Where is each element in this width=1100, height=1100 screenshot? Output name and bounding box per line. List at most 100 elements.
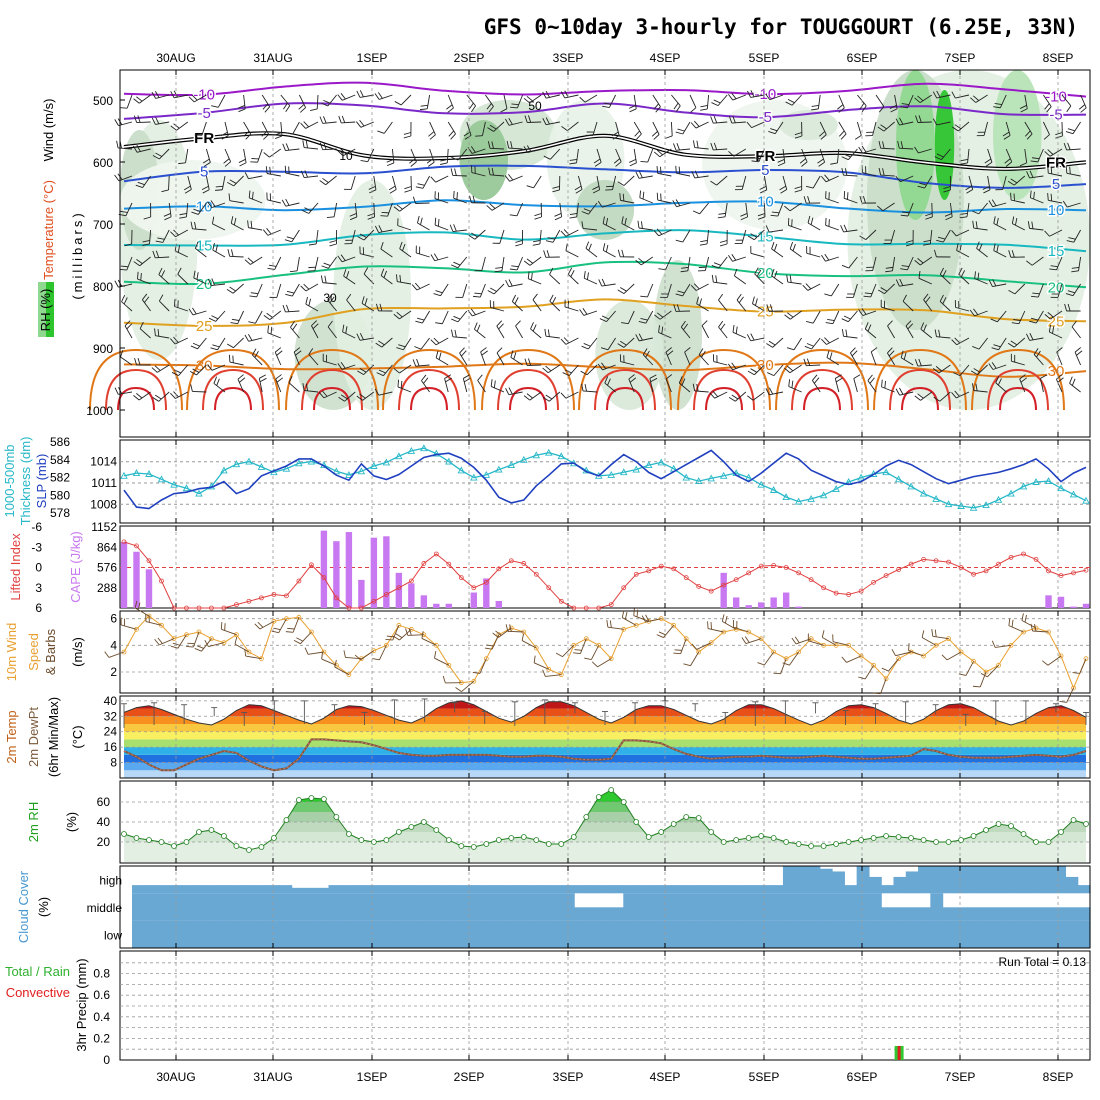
wind-barb [373, 175, 377, 190]
wind-barb-flag [471, 105, 476, 113]
wind-barb [831, 283, 840, 297]
wind-barb [1030, 197, 1044, 204]
cloud-low [1077, 920, 1091, 948]
wind-barb-flag [285, 105, 291, 113]
warm-cell [693, 368, 755, 411]
wind-barb [722, 620, 737, 630]
wind-barb-flag [683, 663, 691, 667]
wind-barb [435, 175, 449, 183]
wind-barb-flag [789, 241, 794, 250]
cloud-low [844, 920, 858, 948]
wind-barb [862, 148, 877, 154]
wind-barb [490, 307, 505, 312]
wind-barb-flag [377, 130, 385, 134]
warm-cell [105, 368, 167, 411]
wind-barb [968, 175, 974, 190]
lifted-index-marker [871, 579, 877, 585]
legend-wind: Wind (m/s) [41, 99, 56, 162]
wind-barb-flag [978, 243, 983, 251]
wind-barb [773, 364, 784, 376]
wind-barb-flag [445, 377, 452, 383]
wind-barb [565, 391, 579, 399]
wind-barb-flag [925, 213, 933, 217]
wind-barb-flag [359, 119, 365, 127]
wind-barb-flag [976, 241, 980, 249]
wind-barb-flag [811, 104, 819, 107]
wind-barb-flag [605, 218, 609, 226]
cloud-high [832, 871, 845, 894]
wind-barb-flag [259, 377, 267, 383]
wind-barb [142, 175, 151, 188]
wind-barb-flag [152, 397, 159, 402]
rh-marker [683, 814, 690, 820]
wind-barb [300, 631, 312, 644]
wind-barb-flag [196, 645, 204, 649]
wind-barb-flag [1026, 333, 1031, 341]
wind-barb-flag [359, 233, 367, 238]
cloud-middle [807, 893, 821, 921]
wind-barb-flag [120, 349, 124, 358]
wind-barb-flag [634, 130, 640, 137]
isotherm--10 [123, 81, 1087, 98]
wind-barb-flag [841, 167, 844, 176]
rh-marker [183, 839, 190, 845]
wind-barb-flag [133, 395, 140, 401]
rh-marker [595, 794, 602, 800]
wind-barb [1032, 630, 1049, 633]
cloud-middle [1040, 907, 1054, 921]
wind-barb [477, 380, 486, 393]
wind-label-1: 10m Wind [4, 623, 19, 682]
cloud-low [267, 920, 280, 948]
wind-barb-flag [777, 158, 785, 163]
wind-barb [1069, 383, 1081, 393]
wind-barb-flag [728, 396, 736, 402]
wind-barb [245, 655, 262, 660]
rh-band [124, 822, 1086, 832]
wind-barb-flag [526, 95, 533, 102]
wind-barb-flag [803, 358, 807, 366]
thickness-marker [145, 470, 153, 477]
rh-marker [545, 841, 552, 847]
thickness-marker [607, 470, 616, 478]
wind-barb-flag [293, 639, 301, 645]
top-date-labels: 30AUG 31AUG 1SEP 2SEP 3SEP 4SEP 5SEP 6SEP 7SEP 8S… [156, 51, 1073, 65]
wind-barb-flag [163, 212, 171, 217]
wind-barb [346, 299, 356, 312]
lifted-index-marker [421, 561, 427, 566]
wind-barb [1029, 337, 1044, 341]
wind-barb-flag [361, 296, 365, 304]
wind-barb-flag [841, 156, 849, 161]
cloud-high [819, 868, 833, 894]
wind-barb [378, 229, 393, 233]
wind-barb-flag [207, 278, 212, 286]
wind-barb-flag [1044, 151, 1051, 157]
wind-barb-flag [434, 217, 437, 226]
wind-barb-flag [1072, 672, 1080, 674]
wind-barb-flag [1019, 162, 1027, 167]
wind-barb-flag [1071, 266, 1080, 269]
cloud-low [672, 920, 686, 948]
wind-barb [215, 310, 226, 322]
warm-cell [481, 348, 575, 411]
wind-barb-flag [170, 392, 176, 399]
wind-speed-marker [971, 658, 976, 664]
wind-barb-flag [960, 270, 966, 278]
cloud-middle [905, 907, 919, 921]
wind-barb-flag [945, 216, 953, 221]
wind-label-4: (m/s) [70, 637, 85, 667]
wind-barb-flag [227, 181, 234, 187]
wind-barb [682, 121, 691, 135]
wind-barb [596, 148, 602, 163]
cloud-high [672, 885, 686, 894]
wind-barb [782, 175, 788, 190]
wind-barb-flag [673, 652, 681, 655]
wind-barb [1012, 223, 1026, 231]
wind-barb [615, 121, 620, 136]
cloud-high [733, 885, 747, 894]
wind-speed-marker [209, 636, 214, 642]
wind-speed-marker [546, 666, 552, 672]
cloud-high [807, 866, 821, 894]
wind-barb [699, 202, 709, 215]
cloud-low [832, 920, 845, 948]
